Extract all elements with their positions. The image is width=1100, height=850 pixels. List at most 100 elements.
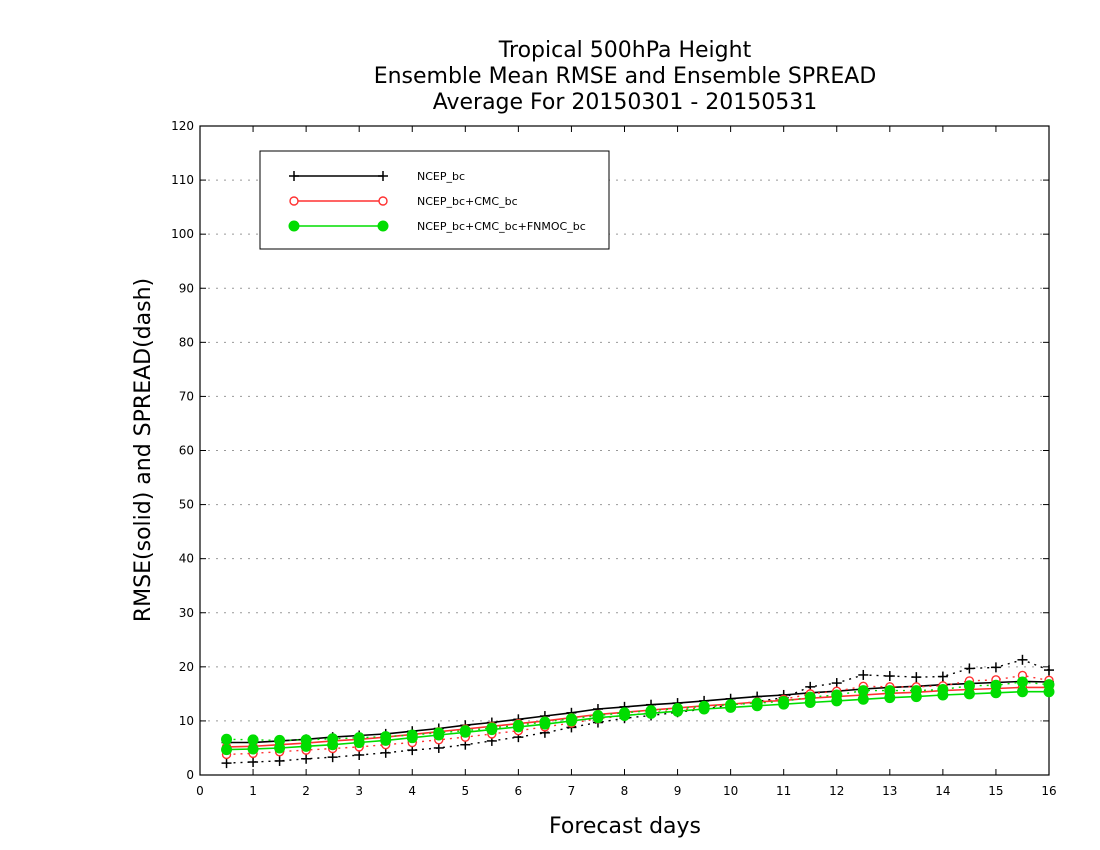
rmse-point-ncep-bc-cmc-bc-fnmoc-bc <box>751 700 763 712</box>
chart-title-line-2: Ensemble Mean RMSE and Ensemble SPREAD <box>373 64 877 89</box>
x-tick-label: 10 <box>723 784 738 798</box>
x-tick-label: 7 <box>568 784 576 798</box>
y-tick-label: 80 <box>179 335 194 349</box>
rmse-point-ncep-bc-cmc-bc-fnmoc-bc <box>698 703 710 715</box>
spread-point-ncep-bc <box>884 671 895 682</box>
x-tick-label: 14 <box>935 784 950 798</box>
x-tick-label: 11 <box>776 784 791 798</box>
rmse-point-ncep-bc-cmc-bc-fnmoc-bc <box>884 692 896 704</box>
rmse-point-ncep-bc-cmc-bc-fnmoc-bc <box>327 739 339 751</box>
rmse-point-ncep-bc-cmc-bc-fnmoc-bc <box>433 729 445 741</box>
rmse-point-ncep-bc-cmc-bc-fnmoc-bc <box>857 693 869 705</box>
legend-label-ncep-bc-cmc-bc-fnmoc-bc: NCEP_bc+CMC_bc+FNMOC_bc <box>417 220 586 233</box>
rmse-point-ncep-bc-cmc-bc-fnmoc-bc <box>406 732 418 744</box>
x-axis-label: Forecast days <box>549 814 701 839</box>
y-axis-label: RMSE(solid) and SPREAD(dash) <box>131 278 156 622</box>
spread-point-ncep-bc <box>380 747 391 758</box>
spread-point-ncep-bc <box>858 669 869 680</box>
legend-marker-ncep-bc-cmc-bc-fnmoc-bc <box>288 220 300 232</box>
rmse-point-ncep-bc-cmc-bc-fnmoc-bc <box>221 744 233 756</box>
y-tick-label: 90 <box>179 281 194 295</box>
x-tick-label: 1 <box>249 784 257 798</box>
x-tick-label: 8 <box>621 784 629 798</box>
spread-point-ncep-bc-cmc-bc-fnmoc-bc <box>1016 676 1028 688</box>
rmse-point-ncep-bc-cmc-bc-fnmoc-bc <box>380 734 392 746</box>
rmse-point-ncep-bc-cmc-bc-fnmoc-bc <box>565 715 577 727</box>
x-tick-label: 4 <box>408 784 416 798</box>
x-tick-label: 3 <box>355 784 363 798</box>
legend-marker-ncep-bc <box>378 171 388 181</box>
legend-marker-ncep-bc-cmc-bc <box>289 196 299 206</box>
spread-point-ncep-bc <box>911 672 922 683</box>
chart-title-line-1: Tropical 500hPa Height <box>498 38 752 63</box>
spread-point-ncep-bc <box>327 752 338 763</box>
rmse-point-ncep-bc-cmc-bc-fnmoc-bc <box>619 710 630 722</box>
rmse-point-ncep-bc-cmc-bc-fnmoc-bc <box>725 701 737 713</box>
spread-point-ncep-bc <box>964 663 975 674</box>
rmse-point-ncep-bc-cmc-bc-fnmoc-bc <box>459 726 471 738</box>
x-tick-label: 2 <box>302 784 310 798</box>
legend-box <box>259 150 610 250</box>
rmse-point-ncep-bc-cmc-bc-fnmoc-bc <box>247 743 259 755</box>
rmse-point-ncep-bc-cmc-bc-fnmoc-bc <box>486 724 498 736</box>
rmse-point-ncep-bc-cmc-bc-fnmoc-bc <box>804 697 816 709</box>
spread-point-ncep-bc <box>1017 654 1028 665</box>
y-tick-label: 20 <box>179 660 194 674</box>
legend-label-ncep-bc-cmc-bc: NCEP_bc+CMC_bc <box>417 195 518 208</box>
spread-point-ncep-bc <box>301 753 312 764</box>
rmse-line-ncep-bc-cmc-bc-fnmoc-bc <box>226 690 1049 751</box>
spread-point-ncep-bc-cmc-bc-fnmoc-bc <box>247 734 259 746</box>
legend-label-ncep-bc: NCEP_bc <box>417 170 465 183</box>
y-tick-label: 0 <box>186 768 194 782</box>
legend-marker-ncep-bc-cmc-bc <box>378 196 388 206</box>
spread-point-ncep-bc <box>433 742 444 753</box>
spread-point-ncep-bc <box>221 758 232 769</box>
rmse-point-ncep-bc-cmc-bc-fnmoc-bc <box>353 737 365 749</box>
y-tick-label: 70 <box>179 389 194 403</box>
x-tick-label: 9 <box>674 784 682 798</box>
rmse-point-ncep-bc-cmc-bc-fnmoc-bc <box>990 687 1002 699</box>
spread-point-ncep-bc-cmc-bc-fnmoc-bc <box>221 733 233 745</box>
legend-marker-ncep-bc <box>289 171 299 181</box>
legend: NCEP_bc NCEP_bc+CMC_bc NCEP_bc+CMC_bc+FNMO… <box>259 150 610 250</box>
spread-point-ncep-bc <box>274 755 285 766</box>
rmse-point-ncep-bc-cmc-bc-fnmoc-bc <box>1016 686 1028 698</box>
spread-point-ncep-bc <box>248 757 259 768</box>
chart-title-line-3: Average For 20150301 - 20150531 <box>432 90 818 115</box>
grid-lines <box>200 179 1049 722</box>
rmse-point-ncep-bc-cmc-bc-fnmoc-bc <box>1043 686 1055 698</box>
rmse-point-ncep-bc-cmc-bc-fnmoc-bc <box>274 742 286 754</box>
rmse-point-ncep-bc-cmc-bc-fnmoc-bc <box>645 707 657 719</box>
x-tick-label: 6 <box>515 784 523 798</box>
y-tick-label: 100 <box>171 227 194 241</box>
x-tick-label: 12 <box>829 784 844 798</box>
rmse-point-ncep-bc-cmc-bc-fnmoc-bc <box>910 691 922 703</box>
rmse-point-ncep-bc-cmc-bc-fnmoc-bc <box>937 689 949 701</box>
rmse-point-ncep-bc-cmc-bc-fnmoc-bc <box>963 688 975 700</box>
rmse-point-ncep-bc-cmc-bc-fnmoc-bc <box>512 721 524 733</box>
spread-point-ncep-bc <box>354 749 365 760</box>
y-tick-label: 10 <box>179 714 194 728</box>
y-tick-label: 50 <box>179 498 194 512</box>
rmse-point-ncep-bc-cmc-bc-fnmoc-bc <box>300 740 312 752</box>
legend-marker-ncep-bc-cmc-bc-fnmoc-bc <box>377 220 389 232</box>
rmse-point-ncep-bc-cmc-bc-fnmoc-bc <box>539 718 551 730</box>
y-tick-label: 40 <box>179 552 194 566</box>
rmse-point-ncep-bc-cmc-bc-fnmoc-bc <box>831 695 843 707</box>
x-tick-label: 15 <box>988 784 1003 798</box>
y-tick-label: 60 <box>179 444 194 458</box>
x-tick-label: 16 <box>1041 784 1056 798</box>
x-tick-label: 5 <box>461 784 469 798</box>
rmse-point-ncep-bc-cmc-bc-fnmoc-bc <box>592 712 604 724</box>
spread-point-ncep-bc <box>1044 665 1054 676</box>
series-group <box>221 654 1055 769</box>
y-tick-label: 110 <box>171 173 194 187</box>
y-tick-label: 120 <box>171 119 194 133</box>
rmse-point-ncep-bc-cmc-bc-fnmoc-bc <box>778 698 790 710</box>
x-tick-label: 0 <box>196 784 204 798</box>
spread-point-ncep-bc <box>990 662 1001 673</box>
x-tick-label: 13 <box>882 784 897 798</box>
rmse-point-ncep-bc-cmc-bc-fnmoc-bc <box>672 705 684 717</box>
